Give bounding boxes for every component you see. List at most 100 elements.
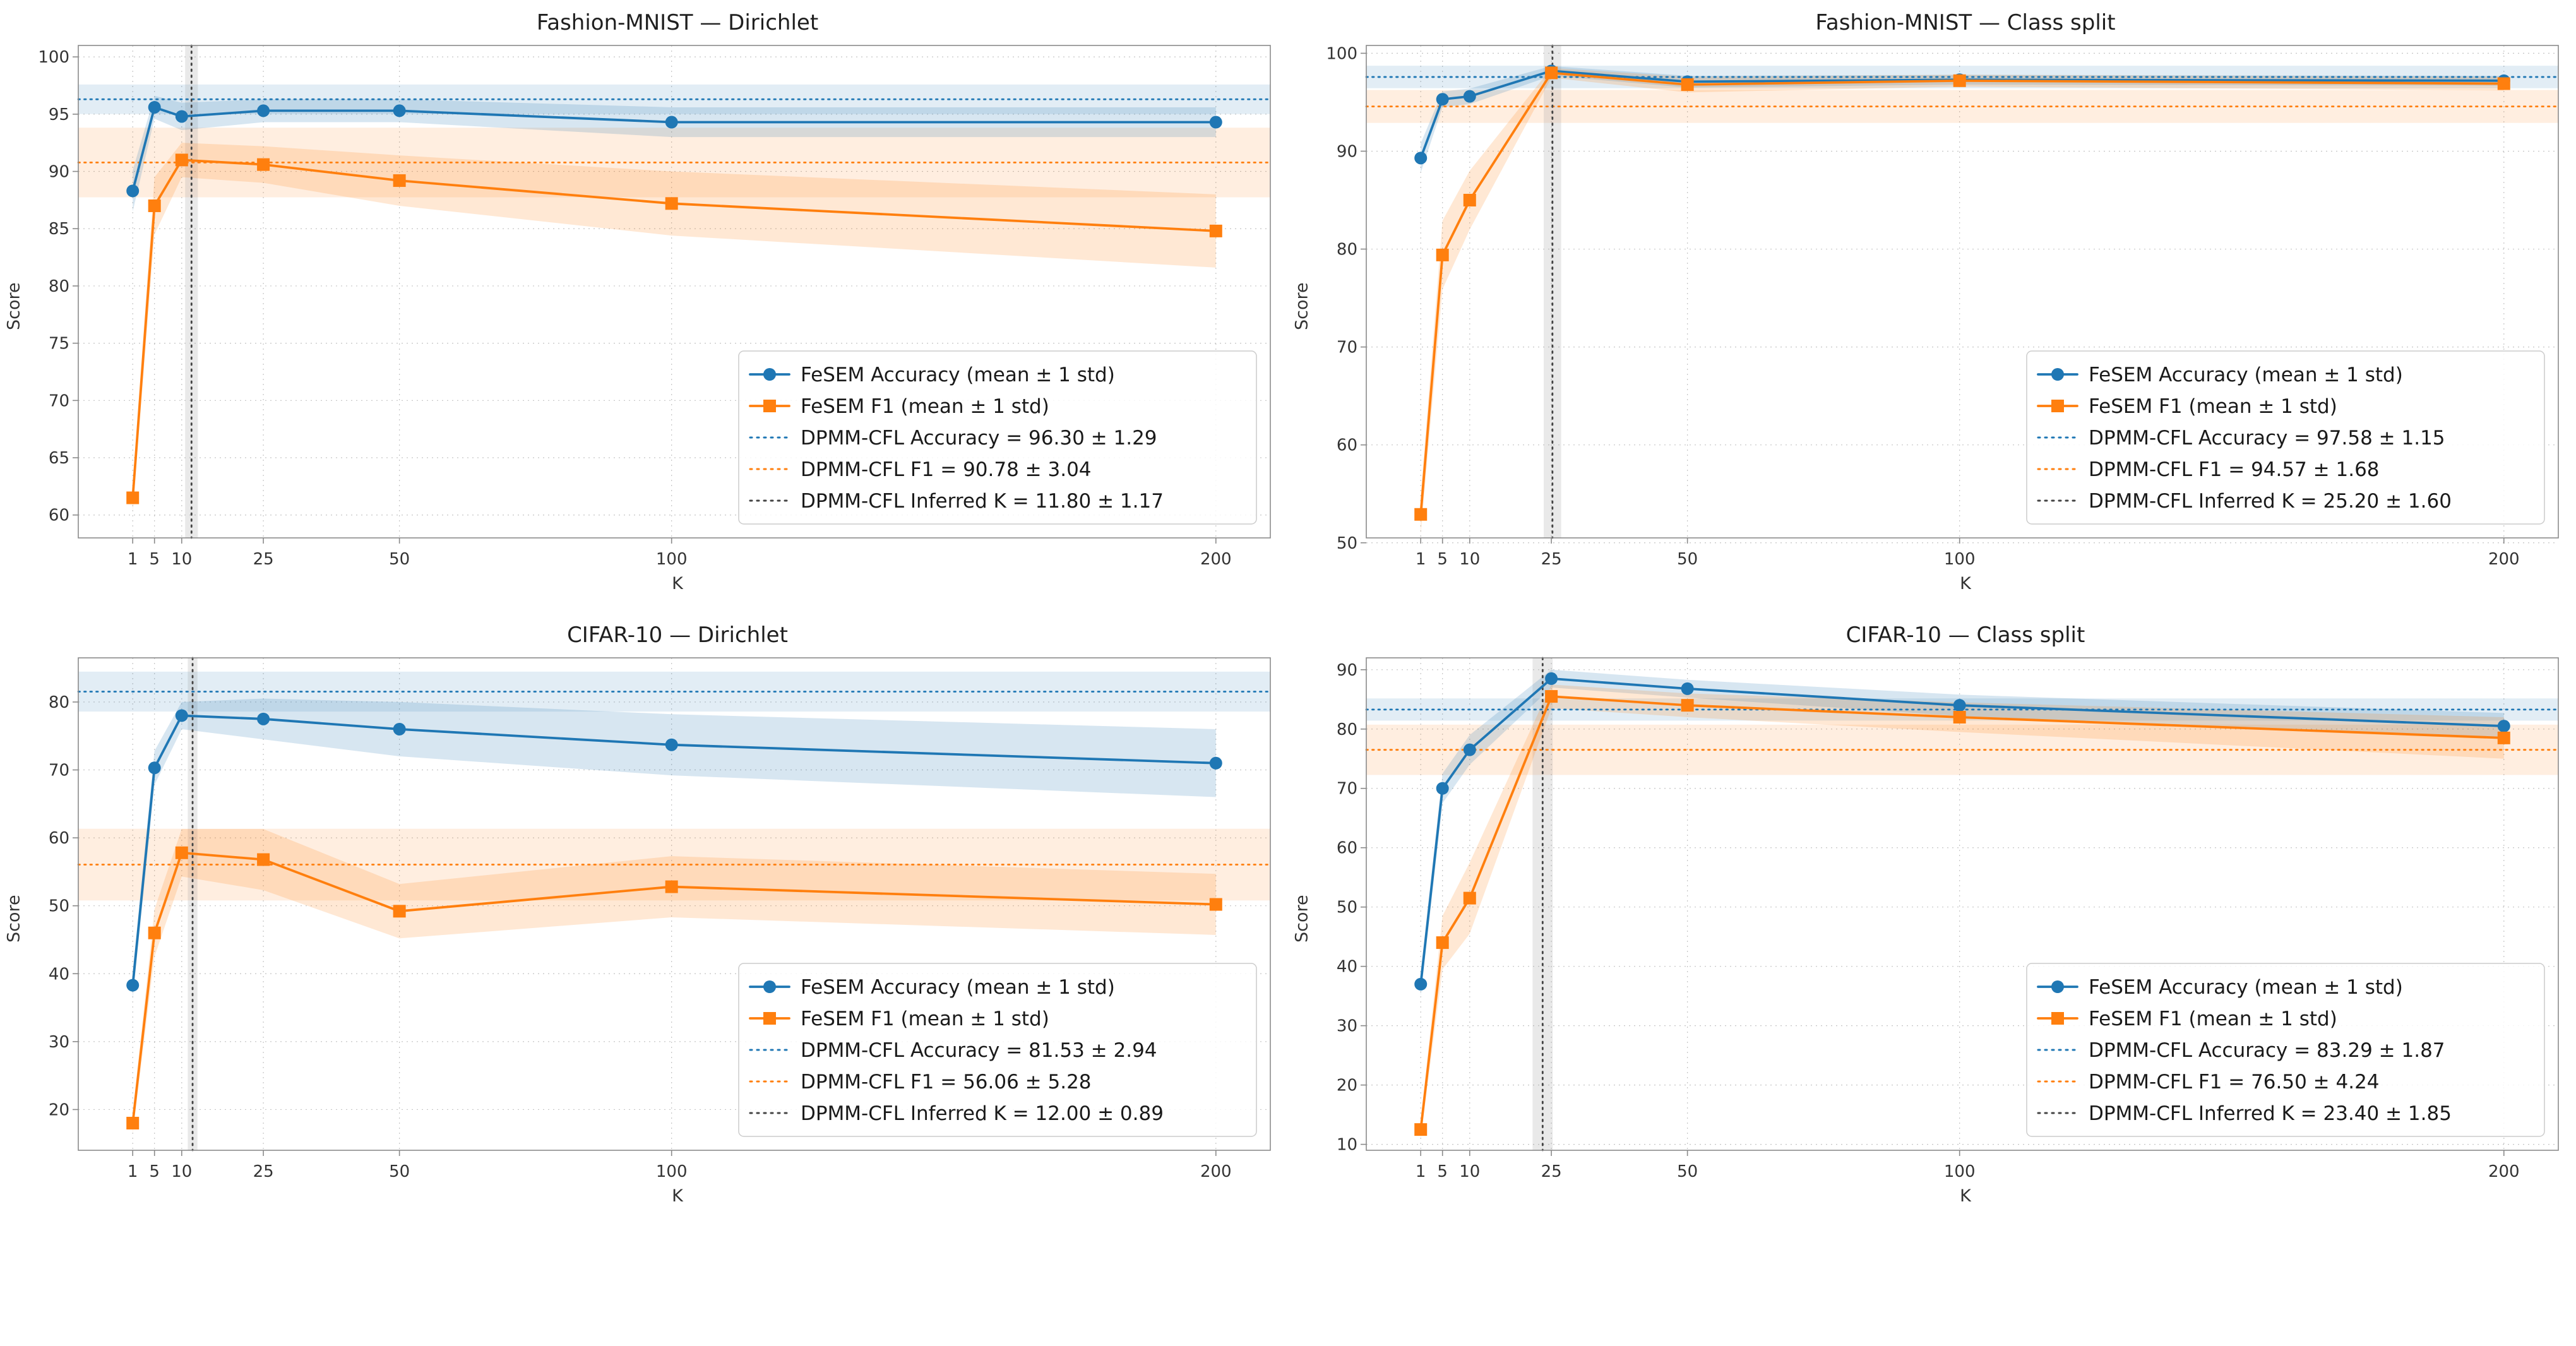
legend-box (738, 963, 1257, 1137)
chart-body: Score 1 5 10 25 50 100 200 60 65 70 75 80 85 90 95 100 F… (0, 38, 1288, 575)
legend-label: DPMM-CFL Inferred K = 11.80 ± 1.17 (801, 490, 1164, 513)
legend-sample-marker (2051, 368, 2064, 381)
y-tick-label: 60 (49, 829, 69, 848)
x-tick-label: 100 (656, 550, 688, 569)
legend-label: DPMM-CFL F1 = 56.06 ± 5.28 (801, 1071, 1092, 1093)
chart-cifar10-dirichlet: CIFAR-10 — Dirichlet Score 1 5 10 25 50 100 20… (0, 620, 1288, 1210)
data-point-marker (126, 1116, 140, 1129)
y-tick-label: 90 (1337, 142, 1357, 161)
x-tick-label: 200 (1200, 550, 1232, 569)
data-point-marker (1953, 74, 1966, 87)
legend-sample-marker (2051, 1012, 2064, 1025)
x-axis-label: K (672, 574, 683, 593)
data-point-marker (175, 153, 188, 167)
legend-label: FeSEM Accuracy (mean ± 1 std) (801, 364, 1115, 386)
legend-sample-marker (2051, 400, 2064, 412)
x-tick-label: 5 (149, 550, 160, 569)
chart-body: Score 1 5 10 25 50 100 200 20 30 40 50 60 70 80 FeSEM … (0, 650, 1288, 1187)
legend-label: DPMM-CFL Accuracy = 96.30 ± 1.29 (801, 427, 1157, 450)
data-point-marker (175, 110, 188, 123)
legend-label: DPMM-CFL F1 = 90.78 ± 3.04 (801, 458, 1092, 481)
x-tick-label: 50 (389, 1162, 410, 1181)
series-std-band-0 (133, 698, 1216, 999)
data-point-marker (1436, 936, 1449, 950)
y-axis-label: Score (4, 282, 24, 330)
series-std-band-0 (133, 95, 1216, 212)
legend-box (738, 350, 1257, 525)
data-point-marker (2497, 720, 2510, 733)
x-tick-label: 200 (2488, 1162, 2520, 1181)
chart-title: Fashion-MNIST — Class split (1815, 10, 2116, 35)
data-point-marker (148, 926, 161, 939)
data-point-marker (393, 174, 406, 188)
chart-body: Score 1 5 10 25 50 100 200 10 20 30 40 50 60 70 80 90 Fe… (1288, 650, 2576, 1187)
data-point-marker (665, 738, 678, 751)
legend-label: FeSEM F1 (mean ± 1 std) (801, 1008, 1049, 1030)
plot-area: 1 5 10 25 50 100 200 50 60 70 80 90 100 FeSEM Accurac… (1326, 44, 2560, 569)
data-point-marker (1436, 782, 1449, 795)
data-point-marker (1545, 66, 1558, 80)
data-point-marker (1463, 743, 1476, 756)
y-axis-label: Score (1292, 895, 1312, 943)
legend-label: FeSEM Accuracy (mean ± 1 std) (801, 976, 1115, 999)
y-tick-label: 50 (1337, 898, 1357, 917)
data-point-marker (1463, 194, 1476, 207)
data-point-marker (1414, 508, 1428, 521)
figure-grid: Fashion-MNIST — Dirichlet Score 1 5 10 25 50… (0, 8, 2576, 1210)
chart-title: CIFAR-10 — Class split (1846, 622, 2085, 648)
x-tick-label: 200 (1200, 1162, 1232, 1181)
chart-cifar10-class-split: CIFAR-10 — Class split Score 1 5 10 25 50 100… (1288, 620, 2576, 1210)
x-tick-label: 50 (389, 550, 410, 569)
x-tick-label: 5 (1437, 550, 1448, 569)
y-tick-label: 80 (49, 693, 69, 712)
y-tick-label: 90 (49, 163, 69, 182)
axes-box (1366, 45, 2559, 539)
legend-label: DPMM-CFL Accuracy = 81.53 ± 2.94 (801, 1039, 1157, 1062)
data-point-marker (175, 709, 188, 722)
x-axis-label: K (1960, 574, 1971, 593)
legend-box (2026, 963, 2545, 1137)
legend-label: FeSEM F1 (mean ± 1 std) (2089, 395, 2337, 418)
data-point-marker (1681, 682, 1694, 695)
series-std-band-1 (1421, 68, 2504, 534)
legend-sample-marker (763, 368, 776, 381)
axes-box (78, 45, 1271, 539)
plot-area: 1 5 10 25 50 100 200 10 20 30 40 50 60 70 80 90 FeSEM Ac… (1337, 657, 2560, 1181)
y-axis-label: Score (4, 895, 24, 943)
data-point-marker (2497, 731, 2510, 744)
y-tick-label: 70 (49, 391, 69, 410)
data-point-marker (1209, 898, 1222, 911)
x-tick-label: 100 (1944, 550, 1976, 569)
data-point-marker (1436, 248, 1449, 261)
x-tick-label: 5 (1437, 1162, 1448, 1181)
data-point-marker (1545, 690, 1558, 703)
x-tick-label: 25 (253, 1162, 274, 1181)
data-point-marker (126, 184, 140, 198)
y-tick-label: 70 (49, 761, 69, 780)
legend-label: DPMM-CFL F1 = 94.57 ± 1.68 (2089, 458, 2380, 481)
chart-body: Score 1 5 10 25 50 100 200 50 60 70 80 90 100 FeSEM A… (1288, 38, 2576, 575)
legend-label: FeSEM Accuracy (mean ± 1 std) (2089, 364, 2403, 386)
data-point-marker (1209, 116, 1222, 129)
y-tick-label: 90 (1337, 661, 1357, 680)
data-point-marker (393, 905, 406, 918)
x-tick-label: 1 (128, 1162, 138, 1181)
y-tick-label: 60 (1337, 436, 1357, 455)
legend-sample-marker (2051, 980, 2064, 993)
data-point-marker (1463, 90, 1476, 103)
x-tick-label: 100 (656, 1162, 688, 1181)
y-tick-label: 20 (1337, 1076, 1357, 1095)
data-point-marker (1953, 699, 1966, 712)
data-point-marker (665, 197, 678, 210)
x-axis-label: K (1960, 1186, 1971, 1206)
legend-label: FeSEM F1 (mean ± 1 std) (801, 395, 1049, 418)
data-point-marker (175, 846, 188, 859)
y-tick-label: 50 (49, 897, 69, 916)
x-axis-label: K (672, 1186, 683, 1206)
x-tick-label: 10 (1459, 550, 1480, 569)
chart-fashion-mnist-class-split: Fashion-MNIST — Class split Score 1 5 10 25… (1288, 8, 2576, 597)
data-point-marker (257, 853, 270, 866)
data-point-marker (1681, 78, 1694, 92)
legend-label: DPMM-CFL Accuracy = 97.58 ± 1.15 (2089, 427, 2445, 450)
y-tick-label: 100 (38, 48, 69, 67)
